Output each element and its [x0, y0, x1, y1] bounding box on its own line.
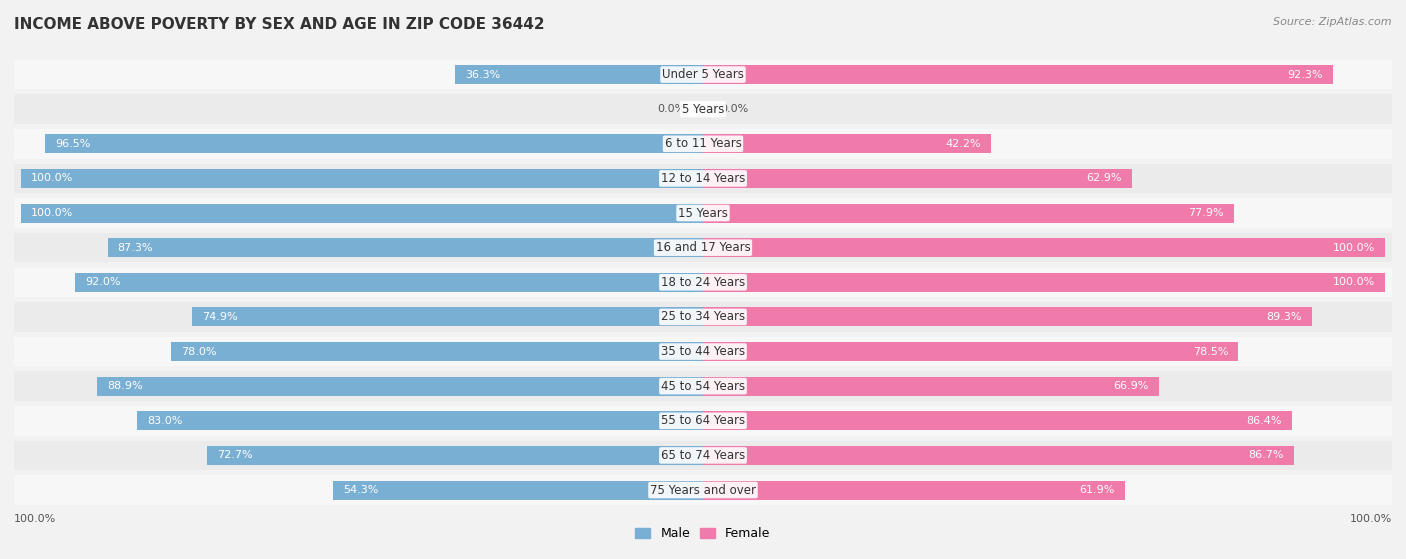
Text: 78.5%: 78.5%: [1192, 347, 1229, 357]
Bar: [703, 481, 1125, 500]
Text: 65 to 74 Years: 65 to 74 Years: [661, 449, 745, 462]
Text: 12 to 14 Years: 12 to 14 Years: [661, 172, 745, 185]
Text: 42.2%: 42.2%: [945, 139, 980, 149]
Bar: [14, 129, 1392, 159]
Text: 92.3%: 92.3%: [1286, 69, 1323, 79]
Text: 55 to 64 Years: 55 to 64 Years: [661, 414, 745, 427]
Text: 62.9%: 62.9%: [1087, 173, 1122, 183]
Text: 54.3%: 54.3%: [343, 485, 378, 495]
Text: 45 to 54 Years: 45 to 54 Years: [661, 380, 745, 392]
Bar: [14, 198, 1392, 228]
Bar: [14, 406, 1392, 435]
Bar: [76, 273, 703, 292]
Bar: [97, 377, 703, 396]
Text: 100.0%: 100.0%: [1333, 277, 1375, 287]
Text: 100.0%: 100.0%: [1350, 514, 1392, 524]
Bar: [107, 238, 703, 257]
Text: 86.4%: 86.4%: [1247, 416, 1282, 426]
Text: Under 5 Years: Under 5 Years: [662, 68, 744, 81]
Text: 78.0%: 78.0%: [181, 347, 217, 357]
Text: 100.0%: 100.0%: [31, 208, 73, 218]
Bar: [703, 238, 1385, 257]
Text: 61.9%: 61.9%: [1080, 485, 1115, 495]
Bar: [14, 268, 1392, 297]
Text: 88.9%: 88.9%: [107, 381, 142, 391]
Bar: [14, 164, 1392, 193]
Bar: [456, 65, 703, 84]
Bar: [14, 60, 1392, 89]
Bar: [136, 411, 703, 430]
Text: Source: ZipAtlas.com: Source: ZipAtlas.com: [1274, 17, 1392, 27]
Bar: [703, 377, 1160, 396]
Text: 66.9%: 66.9%: [1114, 381, 1149, 391]
Text: 86.7%: 86.7%: [1249, 451, 1284, 461]
Bar: [21, 203, 703, 222]
Text: 15 Years: 15 Years: [678, 206, 728, 220]
Bar: [45, 134, 703, 153]
Text: 75 Years and over: 75 Years and over: [650, 484, 756, 496]
Bar: [14, 440, 1392, 470]
Bar: [703, 134, 991, 153]
Legend: Male, Female: Male, Female: [630, 522, 776, 545]
Text: 100.0%: 100.0%: [31, 173, 73, 183]
Bar: [14, 475, 1392, 505]
Bar: [14, 371, 1392, 401]
Text: 100.0%: 100.0%: [14, 514, 56, 524]
Text: INCOME ABOVE POVERTY BY SEX AND AGE IN ZIP CODE 36442: INCOME ABOVE POVERTY BY SEX AND AGE IN Z…: [14, 17, 544, 32]
Bar: [703, 203, 1234, 222]
Bar: [703, 273, 1385, 292]
Bar: [193, 307, 703, 326]
Text: 92.0%: 92.0%: [86, 277, 121, 287]
Text: 6 to 11 Years: 6 to 11 Years: [665, 138, 741, 150]
Bar: [333, 481, 703, 500]
Text: 25 to 34 Years: 25 to 34 Years: [661, 310, 745, 324]
Text: 0.0%: 0.0%: [658, 104, 686, 114]
Text: 36.3%: 36.3%: [465, 69, 501, 79]
Bar: [703, 169, 1132, 188]
Bar: [172, 342, 703, 361]
Text: 5 Years: 5 Years: [682, 103, 724, 116]
Bar: [703, 65, 1333, 84]
Bar: [14, 337, 1392, 366]
Text: 35 to 44 Years: 35 to 44 Years: [661, 345, 745, 358]
Text: 0.0%: 0.0%: [720, 104, 748, 114]
Text: 96.5%: 96.5%: [55, 139, 90, 149]
Text: 83.0%: 83.0%: [148, 416, 183, 426]
Text: 87.3%: 87.3%: [118, 243, 153, 253]
Text: 77.9%: 77.9%: [1188, 208, 1225, 218]
Bar: [14, 302, 1392, 331]
Text: 18 to 24 Years: 18 to 24 Years: [661, 276, 745, 289]
Bar: [21, 169, 703, 188]
Bar: [703, 411, 1292, 430]
Text: 74.9%: 74.9%: [202, 312, 238, 322]
Bar: [703, 307, 1312, 326]
Text: 16 and 17 Years: 16 and 17 Years: [655, 241, 751, 254]
Text: 72.7%: 72.7%: [218, 451, 253, 461]
Bar: [207, 446, 703, 465]
Bar: [14, 233, 1392, 262]
Bar: [703, 446, 1295, 465]
Bar: [14, 94, 1392, 124]
Text: 100.0%: 100.0%: [1333, 243, 1375, 253]
Text: 89.3%: 89.3%: [1267, 312, 1302, 322]
Bar: [703, 342, 1239, 361]
